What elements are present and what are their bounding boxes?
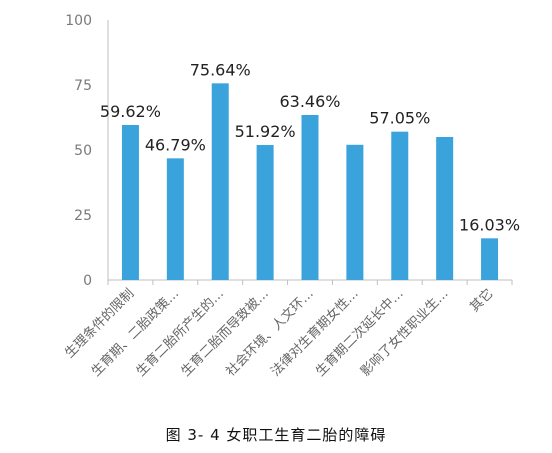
x-category-label: 其它 <box>467 286 497 316</box>
data-label: 46.79% <box>145 135 206 154</box>
category-labels: 生理条件的限制生育期、二胎政策…生育二胎所产生的…生育二胎而导致被…社会环境、人… <box>62 286 497 380</box>
bar <box>256 145 274 280</box>
bar <box>121 124 139 280</box>
data-label: 16.03% <box>459 215 520 234</box>
bar <box>391 131 409 280</box>
data-label: 57.05% <box>369 109 430 128</box>
bar <box>481 238 499 280</box>
x-category-label: 生育期二次延长中… <box>313 286 407 380</box>
data-label: 51.92% <box>235 122 296 141</box>
bar <box>301 115 319 280</box>
bar <box>346 144 364 280</box>
y-tick-label: 25 <box>74 208 92 224</box>
bar <box>211 83 229 280</box>
x-category-label: 生育期、二胎政策… <box>88 286 182 380</box>
bars <box>121 83 499 280</box>
x-category-label: 法律对生育期女性… <box>268 286 362 380</box>
y-tick-label: 50 <box>74 143 92 159</box>
x-category-label: 影响了女性职业生… <box>357 286 451 380</box>
x-category-label: 社会环境、人文环… <box>223 286 317 380</box>
bar <box>166 158 184 280</box>
y-axis-ticks: 0 25 50 75 100 <box>65 13 92 289</box>
y-tick-label: 75 <box>74 78 92 94</box>
data-label: 63.46% <box>279 92 340 111</box>
bar-chart: 0 25 50 75 100 59.62% 46.79% 75.64% 51.92% 63.46… <box>62 13 520 380</box>
figure-caption: 图 3- 4 女职工生育二胎的障碍 <box>165 426 387 444</box>
x-category-label: 生育二胎所产生的… <box>133 286 227 380</box>
data-label: 75.64% <box>190 60 251 79</box>
data-labels: 59.62% 46.79% 75.64% 51.92% 63.46% 57.05% 16.0… <box>100 60 520 234</box>
y-tick-label: 100 <box>65 13 92 29</box>
y-tick-label: 0 <box>83 273 92 289</box>
data-label: 59.62% <box>100 102 161 121</box>
bar <box>436 137 454 280</box>
x-category-label: 生育二胎而导致被… <box>178 286 272 380</box>
